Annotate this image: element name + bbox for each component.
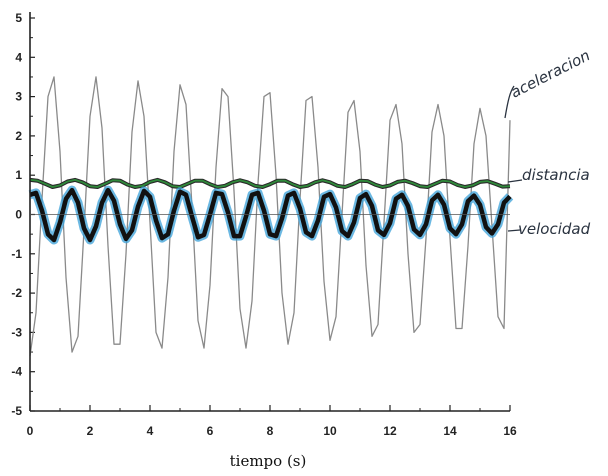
y-tick-label: 3 (15, 90, 22, 104)
y-tick-label: -1 (11, 247, 22, 261)
label-velocidad: velocidad (518, 220, 591, 238)
x-tick-label: 10 (323, 424, 337, 438)
y-tick-label: -4 (11, 365, 22, 379)
label-distancia: distancia (522, 166, 590, 184)
label-aceleracion: aceleracion (508, 46, 593, 101)
x-tick-label: 16 (503, 424, 517, 438)
y-tick-label: 1 (15, 168, 22, 182)
series-aceleracion-line (29, 76, 511, 357)
x-tick-label: 6 (207, 424, 214, 438)
x-tick-label: 0 (27, 424, 34, 438)
x-tick-label: 12 (383, 424, 397, 438)
x-axis-title: tiempo (s) (230, 452, 307, 470)
x-tick-label: 14 (443, 424, 457, 438)
y-tick-label: -2 (11, 286, 22, 300)
series-layer (28, 76, 514, 357)
y-tick-label: 0 (15, 208, 22, 222)
y-tick-label: 4 (15, 50, 22, 64)
series-velocidad-line (29, 187, 512, 243)
aceleracion-leader (504, 85, 515, 119)
velocidad-leader (507, 229, 521, 232)
axes (29, 12, 510, 412)
distancia-leader (507, 179, 523, 183)
x-tick-label: 8 (267, 424, 274, 438)
y-tick-label: 2 (15, 129, 22, 143)
curve-labels: aceleracion distancia velocidad (504, 46, 593, 238)
x-axis-ticks: 0 2 4 6 8 10 12 14 16 (27, 405, 517, 438)
y-tick-label: -3 (11, 325, 22, 339)
y-tick-label: 5 (15, 11, 22, 25)
x-tick-label: 4 (147, 424, 154, 438)
x-tick-label: 2 (87, 424, 94, 438)
series-distancia-line (29, 179, 511, 188)
y-tick-label: -5 (11, 404, 22, 418)
